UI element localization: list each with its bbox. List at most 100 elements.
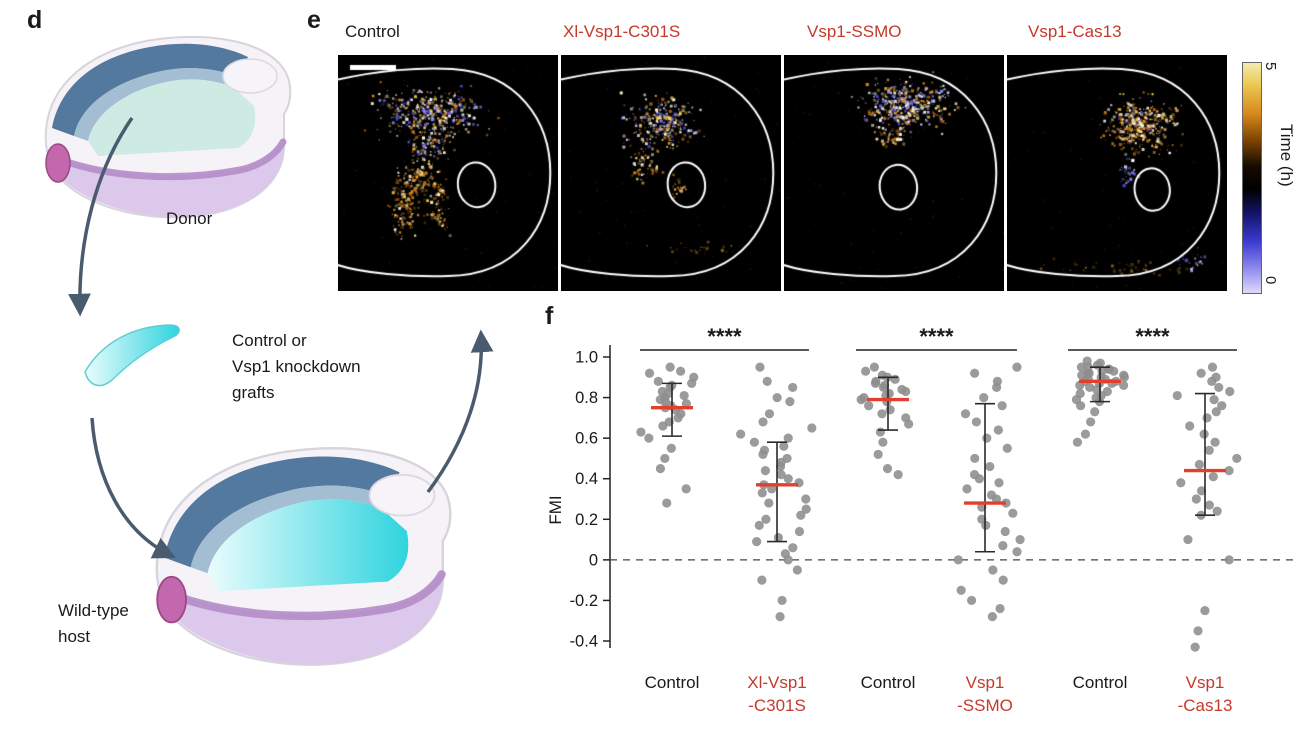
graft-label: Control or Vsp1 knockdown grafts — [232, 328, 361, 406]
data-point — [783, 555, 793, 565]
host-embryo — [155, 447, 452, 666]
data-point — [1217, 401, 1227, 411]
data-point — [992, 382, 1002, 393]
data-point — [773, 532, 783, 543]
data-point — [873, 449, 883, 459]
data-point — [788, 543, 798, 553]
data-point — [991, 494, 1002, 504]
data-point — [1200, 605, 1210, 616]
data-point — [878, 382, 889, 393]
x-group-label: Vsp1 -Cas13 — [1178, 673, 1233, 715]
data-point — [1190, 642, 1200, 652]
data-point — [785, 397, 795, 407]
data-point — [875, 427, 885, 437]
data-point — [644, 368, 655, 378]
data-point — [1212, 506, 1222, 516]
panel-f-letter: f — [545, 302, 554, 330]
data-point — [1209, 394, 1219, 405]
data-point — [679, 390, 689, 401]
data-point — [1090, 407, 1100, 417]
data-point — [794, 526, 805, 537]
data-point — [870, 378, 881, 388]
data-point — [783, 433, 793, 443]
data-point — [998, 541, 1008, 551]
data-point — [1085, 382, 1095, 393]
data-point — [772, 392, 782, 403]
data-point — [971, 417, 982, 427]
donor-label: Donor — [166, 209, 213, 228]
data-point — [1185, 421, 1195, 431]
significance-stars: **** — [919, 324, 954, 349]
data-point — [1008, 508, 1018, 518]
data-point — [758, 449, 768, 459]
data-point — [761, 514, 771, 524]
x-group-label: Control — [861, 673, 916, 692]
data-point — [644, 433, 654, 443]
host-label-line: Wild-type — [58, 601, 129, 620]
image-title-xl-vsp1-c301s: Xl-Vsp1-C301S — [563, 22, 681, 41]
data-point — [1194, 459, 1204, 470]
data-point — [792, 565, 802, 575]
arrow-donor-to-graft — [68, 117, 134, 317]
data-point — [1080, 429, 1091, 439]
data-point — [1224, 465, 1234, 476]
data-point — [752, 536, 762, 547]
y-axis-label: FMI — [546, 495, 565, 524]
data-point — [994, 478, 1004, 488]
microscopy-image-xl-vsp1-c301s — [561, 55, 781, 291]
data-point — [779, 441, 789, 451]
graft-label-line: Vsp1 knockdown — [232, 357, 361, 376]
data-point — [998, 575, 1008, 585]
image-title-control-1: Control — [345, 22, 400, 41]
arrow-graft-to-host — [90, 417, 177, 559]
data-point — [988, 565, 998, 575]
data-point — [861, 366, 871, 376]
data-point — [864, 401, 874, 411]
data-point — [666, 443, 676, 453]
data-point — [1211, 407, 1221, 417]
arrow-host-to-imaging — [426, 329, 494, 494]
data-point — [1012, 547, 1022, 557]
data-point — [783, 474, 793, 484]
data-point — [1076, 401, 1086, 411]
microscopy-image-vsp1-cas13 — [1007, 55, 1227, 291]
data-point — [796, 510, 806, 520]
y-tick-label: 1.0 — [575, 349, 598, 367]
y-tick-label: 0 — [589, 551, 598, 569]
colorbar-label: Time (h) — [1277, 124, 1296, 187]
microscopy-image-vsp1-ssmo — [784, 55, 1004, 291]
data-point — [985, 461, 995, 472]
data-point — [982, 433, 992, 443]
data-point — [995, 603, 1005, 614]
data-point — [1191, 494, 1201, 504]
data-point — [1202, 413, 1212, 423]
significance-stars: **** — [707, 324, 742, 349]
data-point — [956, 585, 966, 595]
data-point — [1183, 534, 1193, 545]
data-point — [1072, 437, 1083, 447]
data-point — [681, 484, 691, 494]
data-point — [1214, 382, 1224, 393]
data-point — [767, 484, 777, 494]
data-point — [877, 409, 887, 419]
data-point — [993, 425, 1003, 435]
data-point — [788, 382, 798, 393]
data-point — [662, 498, 672, 508]
data-point — [687, 378, 697, 388]
microscopy-image-control-1 — [338, 55, 558, 291]
data-point — [1196, 368, 1206, 378]
x-group-label: Vsp1 -SSMO — [957, 673, 1013, 715]
x-group-label: Control — [1073, 673, 1128, 692]
data-point — [966, 595, 977, 606]
data-point — [979, 392, 989, 403]
data-point — [801, 504, 811, 514]
colorbar-tick-min: 0 — [1262, 276, 1279, 285]
data-point — [757, 575, 767, 585]
data-point — [890, 374, 900, 384]
data-point — [893, 470, 903, 480]
data-point — [878, 437, 888, 447]
data-point — [1001, 498, 1011, 508]
data-point — [636, 427, 646, 437]
data-point — [760, 465, 770, 476]
data-point — [904, 419, 914, 429]
